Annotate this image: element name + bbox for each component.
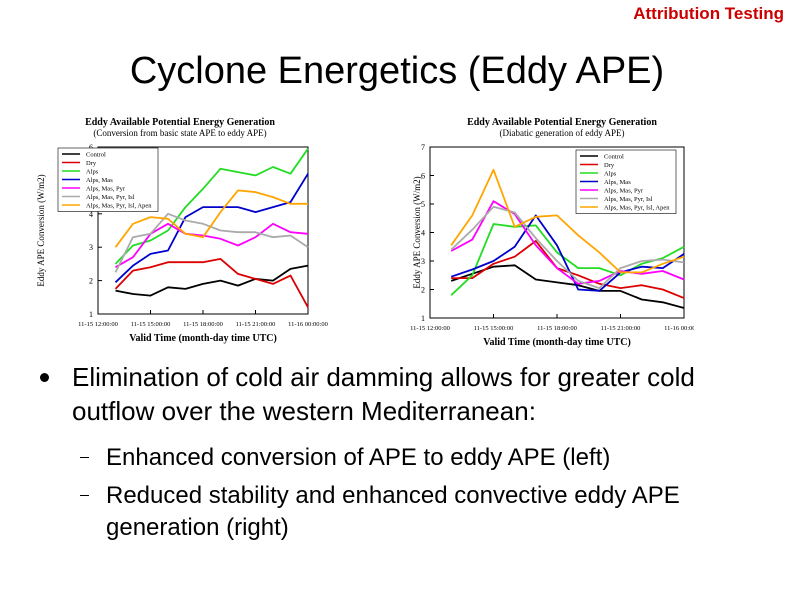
x-axis-label: Valid Time (month-day time UTC)	[483, 337, 631, 348]
x-tick-label: 11-15 12:00:00	[78, 321, 118, 328]
x-tick-label: 11-16 00:00:00	[288, 321, 328, 328]
series-line	[450, 264, 685, 309]
series-line	[114, 173, 309, 283]
y-tick-label: 4	[421, 229, 425, 238]
x-tick-label: 11-15 15:00:00	[474, 325, 514, 332]
chart-subtitle: (Conversion from basic state APE to eddy…	[93, 128, 266, 138]
series-line	[114, 148, 309, 265]
series-line	[114, 257, 309, 308]
dash-icon	[80, 495, 89, 496]
y-tick-label: 1	[89, 310, 93, 319]
series-line	[450, 223, 685, 296]
legend-entry: Dry	[86, 160, 97, 167]
x-tick-label: 11-15 21:00:00	[236, 321, 276, 328]
legend-entry: Alps, Mas, Pyr, Isl, Apen	[86, 203, 152, 210]
series-line	[114, 189, 308, 248]
chart-subtitle: (Diabatic generation of eddy APE)	[500, 128, 625, 138]
x-axis-label: Valid Time (month-day time UTC)	[129, 333, 277, 344]
legend-entry: Alps, Mas	[604, 179, 631, 186]
attribution-tag: Attribution Testing	[633, 4, 784, 23]
sub-bullet: Enhanced conversion of APE to eddy APE (…	[40, 442, 780, 474]
y-axis-label: Eddy APE Conversion (W/m2)	[412, 176, 422, 288]
chart-title: Eddy Available Potential Energy Generati…	[467, 117, 657, 128]
x-tick-label: 11-15 12:00:00	[410, 325, 450, 332]
legend-entry: Alps, Mas, Pyr, Isl	[86, 194, 135, 201]
series-line	[115, 264, 309, 297]
sub-bullet-text: Reduced stability and enhanced convectiv…	[106, 482, 680, 541]
legend-entry: Alps, Mas, Pyr, Isl	[604, 196, 653, 203]
series-line	[450, 214, 685, 292]
series-line	[115, 222, 309, 268]
legend-entry: Alps, Mas, Pyr	[604, 188, 644, 195]
sub-bullet-text: Enhanced conversion of APE to eddy APE (…	[106, 444, 611, 471]
slide-title: Cyclone Energetics (Eddy APE)	[129, 50, 665, 92]
y-tick-label: 1	[421, 314, 425, 323]
y-tick-label: 5	[421, 200, 425, 209]
series-line	[450, 200, 685, 285]
bullet-list: Elimination of cold air damming allows f…	[40, 360, 780, 544]
series-line	[450, 168, 685, 274]
bullet-dot-icon	[40, 373, 49, 382]
x-tick-label: 11-15 15:00:00	[131, 321, 171, 328]
y-tick-label: 4	[89, 210, 93, 219]
right-chart: Eddy Available Potential Energy Generati…	[410, 117, 694, 348]
y-tick-label: 6	[421, 172, 425, 181]
legend-entry: Alps, Mas	[86, 177, 113, 184]
legend-entry: Control	[86, 152, 106, 159]
sub-bullet: Reduced stability and enhanced convectiv…	[40, 480, 780, 544]
series-line	[114, 212, 309, 273]
dash-icon	[80, 457, 89, 458]
y-tick-label: 2	[89, 277, 93, 286]
y-tick-label: 2	[421, 286, 425, 295]
legend-entry: Alps, Mas, Pyr	[86, 186, 126, 193]
series-line	[450, 205, 685, 290]
main-bullet: Elimination of cold air damming allows f…	[40, 360, 780, 428]
legend-entry: Control	[604, 154, 624, 161]
x-tick-label: 11-15 18:00:00	[183, 321, 223, 328]
y-tick-label: 7	[421, 143, 425, 152]
chart-title: Eddy Available Potential Energy Generati…	[85, 117, 275, 128]
legend-entry: Alps, Mas, Pyr, Isl, Apen	[604, 205, 670, 212]
legend-entry: Dry	[604, 162, 615, 169]
main-bullet-text: Elimination of cold air damming allows f…	[72, 362, 695, 426]
left-chart: Eddy Available Potential Energy Generati…	[36, 117, 328, 344]
y-tick-label: 6	[89, 143, 93, 152]
y-tick-label: 3	[421, 257, 425, 266]
y-tick-label: 3	[89, 243, 93, 252]
y-axis-label: Eddy APE Conversion (W/m2)	[36, 174, 46, 286]
legend-entry: Alps	[86, 169, 99, 176]
legend-entry: Alps	[604, 171, 617, 178]
x-tick-label: 11-15 21:00:00	[601, 325, 641, 332]
x-tick-label: 11-15 18:00:00	[537, 325, 577, 332]
x-tick-label: 11-16 00:00:00	[664, 325, 694, 332]
